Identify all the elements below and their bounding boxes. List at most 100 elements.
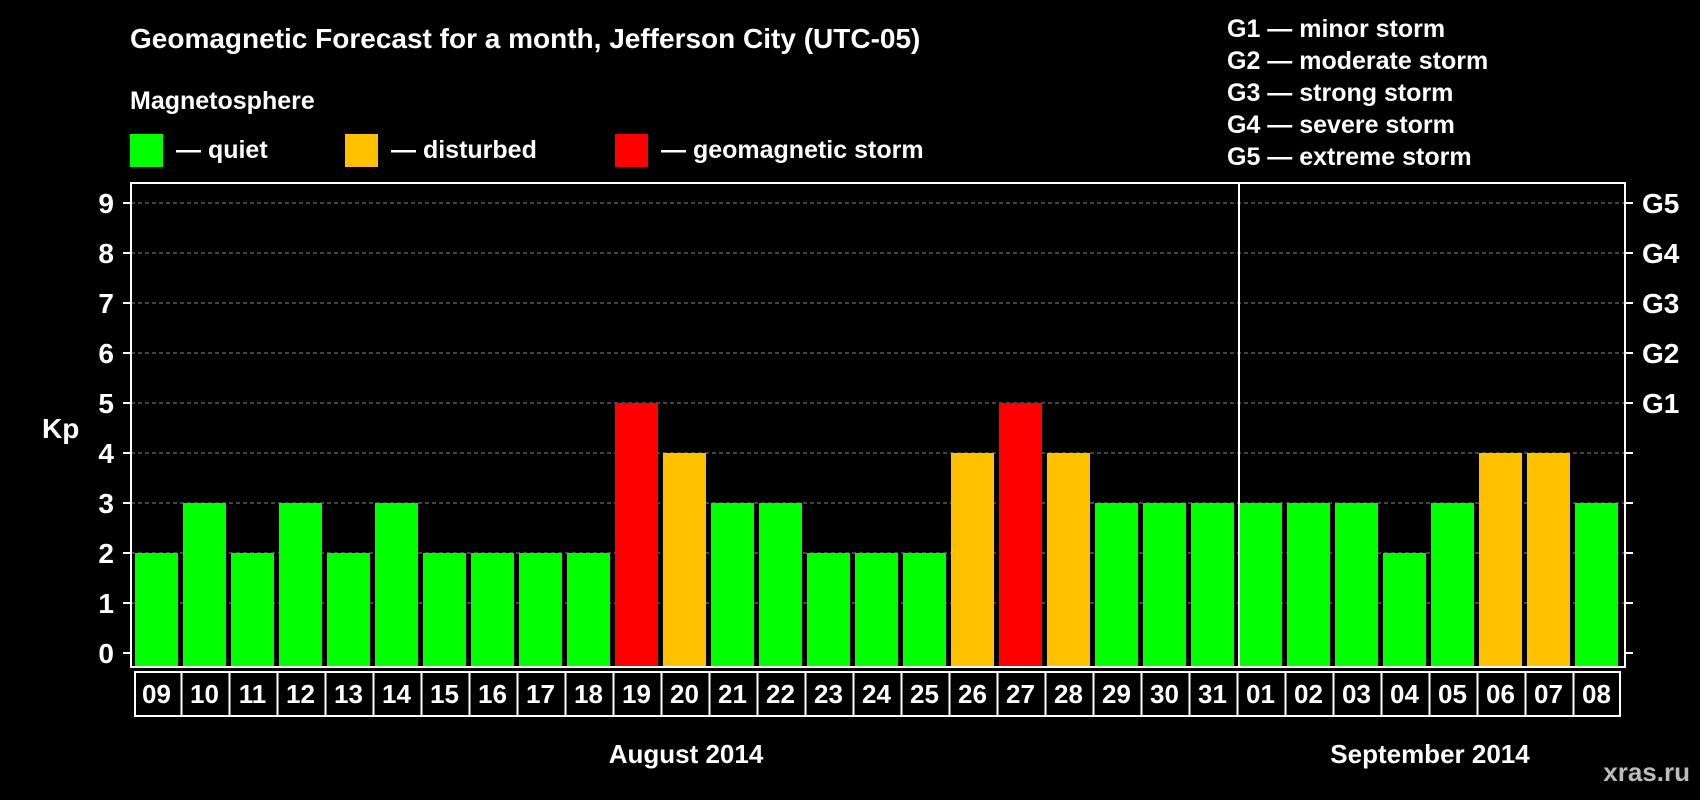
plot-frame xyxy=(130,182,1626,668)
g-level-2: G2 — moderate storm xyxy=(1227,47,1488,75)
bar-05 xyxy=(1431,503,1474,667)
date-label-22: 22 xyxy=(766,679,795,709)
y-tick-label: 7 xyxy=(98,288,114,319)
date-label-23: 23 xyxy=(814,679,843,709)
y-tick-label: 8 xyxy=(98,238,114,269)
date-label-05: 05 xyxy=(1438,679,1467,709)
bar-21 xyxy=(711,503,754,667)
bar-12 xyxy=(279,503,322,667)
bar-09 xyxy=(135,553,178,667)
date-label-08: 08 xyxy=(1582,679,1611,709)
bar-30 xyxy=(1143,503,1186,667)
bar-13 xyxy=(327,553,370,667)
legend-label-quiet: — quiet xyxy=(176,136,268,164)
legend-swatch-quiet xyxy=(130,134,163,167)
date-label-02: 02 xyxy=(1294,679,1323,709)
y-tick-label: 3 xyxy=(98,488,114,519)
y-tick-label: 9 xyxy=(98,188,114,219)
date-label-31: 31 xyxy=(1198,679,1227,709)
bar-15 xyxy=(423,553,466,667)
y-tick-label: 1 xyxy=(98,588,114,619)
y-axis: 0 1 2 3 4 5 6 7 8 9 xyxy=(98,188,131,669)
y-tick-label: 6 xyxy=(98,338,114,369)
date-label-26: 26 xyxy=(958,679,987,709)
date-label-04: 04 xyxy=(1390,679,1419,709)
y-tick-label: 4 xyxy=(98,438,114,469)
date-label-21: 21 xyxy=(718,679,747,709)
date-label-12: 12 xyxy=(286,679,315,709)
date-label-14: 14 xyxy=(382,679,411,709)
date-label-16: 16 xyxy=(478,679,507,709)
date-label-09: 09 xyxy=(142,679,171,709)
grid-lines xyxy=(131,202,1625,604)
bar-23 xyxy=(807,553,850,667)
bar-31 xyxy=(1191,503,1234,667)
watermark: xras.ru xyxy=(1603,757,1690,787)
date-label-03: 03 xyxy=(1342,679,1371,709)
date-label-01: 01 xyxy=(1246,679,1275,709)
g-level-3: G3 — strong storm xyxy=(1227,79,1453,107)
bar-01 xyxy=(1239,503,1282,667)
date-label-11: 11 xyxy=(239,679,267,709)
date-label-19: 19 xyxy=(622,679,651,709)
right-axis-label: G2 xyxy=(1642,338,1679,369)
bar-20 xyxy=(663,453,706,667)
right-axis-label: G3 xyxy=(1642,288,1679,319)
bar-27 xyxy=(999,403,1042,667)
bar-24 xyxy=(855,553,898,667)
y-tick-label: 0 xyxy=(98,638,114,669)
bar-07 xyxy=(1527,453,1570,667)
bar-08 xyxy=(1575,503,1618,667)
month-label-august: August 2014 xyxy=(609,739,764,769)
bar-26 xyxy=(951,453,994,667)
right-axis-label: G1 xyxy=(1642,388,1679,419)
bar-04 xyxy=(1383,553,1426,667)
bar-22 xyxy=(759,503,802,667)
date-label-18: 18 xyxy=(574,679,603,709)
g-level-4: G4 — severe storm xyxy=(1227,111,1455,139)
bar-14 xyxy=(375,503,418,667)
bar-02 xyxy=(1287,503,1330,667)
date-label-17: 17 xyxy=(526,679,555,709)
date-label-25: 25 xyxy=(910,679,939,709)
magnetosphere-label: Magnetosphere xyxy=(130,87,315,115)
bar-16 xyxy=(471,553,514,667)
y-axis-label: Kp xyxy=(42,413,79,444)
bar-18 xyxy=(567,553,610,667)
date-label-10: 10 xyxy=(190,679,219,709)
chart-title: Geomagnetic Forecast for a month, Jeffer… xyxy=(130,23,920,54)
bars xyxy=(135,403,1618,667)
legend-swatch-disturbed xyxy=(345,134,378,167)
date-label-13: 13 xyxy=(334,679,363,709)
date-label-28: 28 xyxy=(1054,679,1083,709)
g-level-1: G1 — minor storm xyxy=(1227,15,1445,43)
legend-swatch-storm xyxy=(615,134,648,167)
legend-label-storm: — geomagnetic storm xyxy=(661,136,924,164)
right-axis: G1 G2 G3 G4 G5 xyxy=(1625,188,1680,654)
date-label-15: 15 xyxy=(430,679,459,709)
date-row-frame xyxy=(134,671,1621,717)
date-label-24: 24 xyxy=(862,679,891,709)
date-label-30: 30 xyxy=(1150,679,1179,709)
bar-29 xyxy=(1095,503,1138,667)
right-axis-label: G5 xyxy=(1642,188,1679,219)
bar-03 xyxy=(1335,503,1378,667)
bar-25 xyxy=(903,553,946,667)
date-label-20: 20 xyxy=(670,679,699,709)
bar-19 xyxy=(615,403,658,667)
legend-label-disturbed: — disturbed xyxy=(391,136,537,164)
y-tick-label: 5 xyxy=(98,388,114,419)
bar-11 xyxy=(231,553,274,667)
y-tick-label: 2 xyxy=(98,538,114,569)
bar-28 xyxy=(1047,453,1090,667)
date-label-07: 07 xyxy=(1534,679,1563,709)
date-labels: 09 10 11 12 13 14 15 16 17 18 19 20 21 22 23 24 25 26 27 28… xyxy=(134,671,1621,717)
date-label-29: 29 xyxy=(1102,679,1131,709)
date-label-27: 27 xyxy=(1006,679,1035,709)
date-label-06: 06 xyxy=(1486,679,1515,709)
bar-10 xyxy=(183,503,226,667)
right-axis-label: G4 xyxy=(1642,238,1680,269)
bar-17 xyxy=(519,553,562,667)
bar-06 xyxy=(1479,453,1522,667)
